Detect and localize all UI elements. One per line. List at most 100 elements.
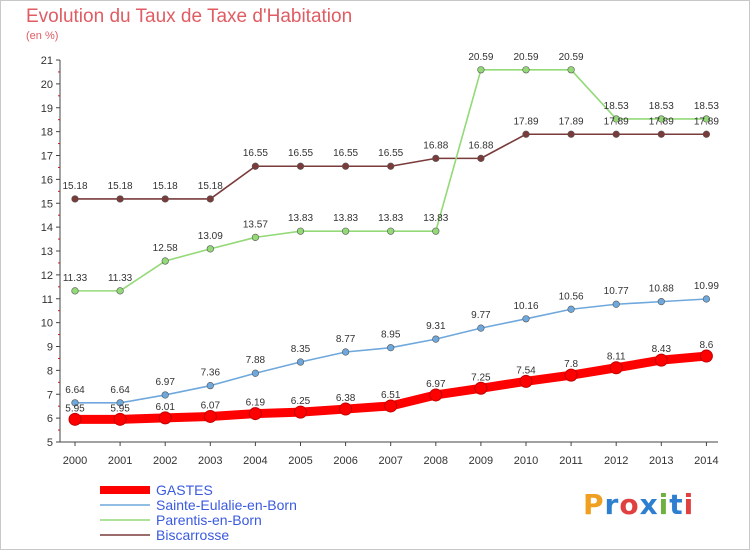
- data-point: [609, 361, 623, 375]
- data-label: 10.88: [649, 284, 674, 295]
- data-label: 6.97: [426, 379, 446, 390]
- y-tick-label: 8: [47, 365, 53, 377]
- data-label: 7.8: [564, 359, 578, 370]
- data-label: 5.95: [110, 403, 130, 414]
- series-lines: [68, 66, 713, 426]
- x-tick-label: 2002: [153, 455, 177, 467]
- data-label: 8.11: [607, 352, 626, 363]
- data-point: [161, 195, 169, 203]
- y-tick-label: 21: [41, 55, 53, 67]
- data-label: 6.07: [201, 400, 221, 411]
- data-label: 15.18: [153, 181, 178, 192]
- data-label: 10.99: [694, 281, 719, 292]
- x-tick-label: 2014: [694, 455, 718, 467]
- data-label: 16.55: [333, 148, 358, 159]
- data-label: 8.35: [291, 344, 311, 355]
- logo-letter: P: [583, 488, 605, 521]
- data-label: 6.01: [155, 402, 175, 413]
- x-tick-label: 2011: [559, 455, 583, 467]
- data-point: [161, 391, 169, 399]
- legend-label: Sainte-Eulalie-en-Born: [156, 497, 297, 513]
- data-label: 6.97: [155, 377, 175, 388]
- chart-subtitle: (en %): [26, 30, 59, 42]
- legend-label: Parentis-en-Born: [156, 512, 262, 528]
- data-point: [342, 348, 350, 356]
- data-label: 18.53: [694, 101, 719, 112]
- data-point: [519, 374, 533, 388]
- data-point: [248, 407, 262, 421]
- data-point: [116, 399, 124, 407]
- x-tick-label: 2000: [63, 455, 87, 467]
- data-point: [116, 287, 124, 295]
- x-tick-label: 2013: [649, 455, 673, 467]
- x-tick-label: 2003: [198, 455, 222, 467]
- data-label: 17.89: [604, 116, 629, 127]
- data-point: [522, 66, 530, 74]
- data-label: 8.43: [652, 344, 672, 355]
- data-point: [567, 66, 575, 74]
- data-label: 10.56: [559, 291, 584, 302]
- y-tick-label: 18: [41, 127, 53, 139]
- x-tick-label: 2007: [378, 455, 402, 467]
- logo-letter: i: [683, 488, 695, 521]
- data-point: [522, 130, 530, 138]
- logo-letter: r: [604, 488, 620, 521]
- y-tick-label: 5: [47, 437, 53, 449]
- data-label: 6.51: [381, 390, 401, 401]
- data-point: [387, 162, 395, 170]
- data-point: [342, 227, 350, 235]
- x-tick-label: 2009: [469, 455, 493, 467]
- data-label: 17.89: [513, 116, 538, 127]
- data-label: 16.88: [423, 140, 448, 151]
- data-label: 18.53: [604, 101, 629, 112]
- data-point: [612, 115, 620, 123]
- proxiti-logo: Proxiti: [583, 488, 694, 521]
- data-point: [654, 353, 668, 367]
- data-point: [251, 369, 259, 377]
- data-label: 7.88: [246, 355, 266, 366]
- data-point: [339, 402, 353, 416]
- data-labels: 5.95 5.95 6.01 6.07 6.19 6.25 6.38 6.51 6.97 7.25…: [62, 52, 719, 415]
- data-point: [296, 358, 305, 366]
- data-label: 13.83: [288, 213, 313, 224]
- data-point: [296, 162, 305, 170]
- data-label: 10.77: [604, 286, 629, 297]
- data-label: 10.16: [513, 301, 538, 312]
- data-point: [564, 368, 578, 382]
- data-point: [161, 257, 169, 265]
- x-tick-label: 2005: [288, 455, 312, 467]
- y-tick-label: 13: [41, 246, 53, 258]
- y-tick-label: 20: [41, 79, 53, 91]
- data-point: [477, 154, 485, 162]
- data-label: 17.89: [559, 116, 584, 127]
- data-label: 12.58: [153, 243, 178, 254]
- data-point: [251, 233, 259, 241]
- data-label: 7.25: [471, 372, 491, 383]
- data-label: 20.59: [513, 52, 538, 63]
- x-tick-label: 2006: [333, 455, 357, 467]
- data-point: [158, 411, 172, 425]
- data-label: 16.55: [243, 148, 268, 159]
- data-point: [702, 295, 711, 303]
- y-tick-label: 6: [47, 413, 53, 425]
- data-label: 8.6: [699, 340, 713, 351]
- data-point: [699, 349, 713, 363]
- data-label: 6.64: [65, 385, 85, 396]
- data-label: 17.89: [649, 116, 674, 127]
- y-tick-label: 7: [47, 389, 53, 401]
- x-tick-label: 2010: [514, 455, 538, 467]
- data-label: 7.36: [201, 368, 221, 379]
- data-point: [477, 324, 485, 332]
- x-tick-label: 2012: [604, 455, 628, 467]
- data-label: 6.38: [336, 393, 356, 404]
- data-point: [612, 130, 620, 138]
- data-point: [206, 382, 214, 390]
- data-label: 7.54: [516, 365, 536, 376]
- chart-axes: 5 6 7 8 9 10 11 12 13 14 15 16 17 18 19 20 21 2000 2001 200…: [41, 55, 719, 467]
- data-point: [251, 162, 259, 170]
- legend-label: GASTES: [156, 482, 213, 498]
- data-point: [567, 130, 575, 138]
- data-label: 6.25: [291, 396, 311, 407]
- data-point: [296, 227, 305, 235]
